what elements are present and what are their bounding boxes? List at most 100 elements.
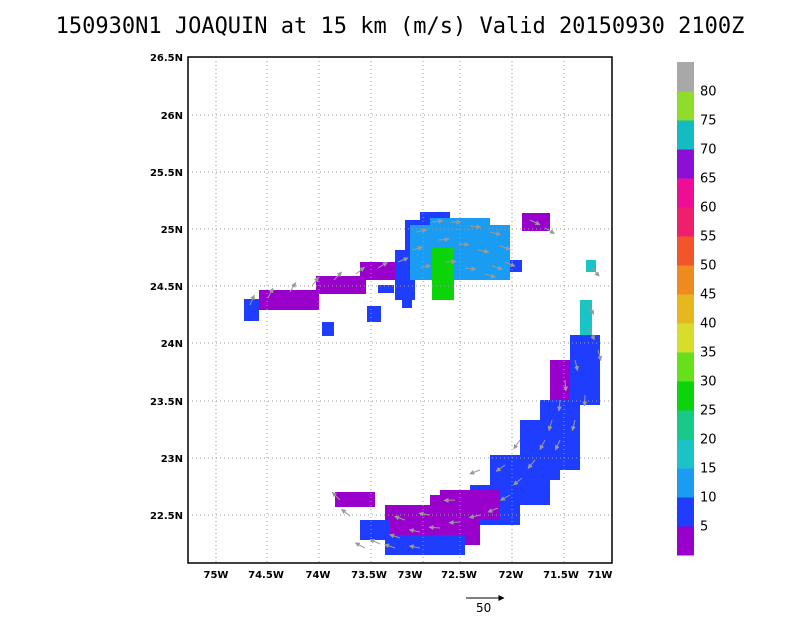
wind-vector bbox=[491, 265, 503, 271]
colorbar-label: 75 bbox=[700, 114, 717, 129]
wind-cell bbox=[367, 306, 381, 322]
colorbar-swatch bbox=[677, 294, 694, 324]
wind-vector bbox=[411, 245, 424, 251]
wind-speed-cells bbox=[244, 212, 600, 555]
wind-vector bbox=[527, 459, 536, 469]
colorbar-label: 70 bbox=[700, 143, 717, 158]
wind-cell bbox=[244, 299, 259, 321]
lon-label: 71W bbox=[588, 570, 613, 581]
wind-vector bbox=[499, 245, 511, 251]
colorbar-swatch bbox=[677, 149, 694, 179]
colorbar-labels: 5 10 15 20 25 30 35 40 45 50 55 60 65 70 75 80 bbox=[700, 85, 717, 535]
wind-vector bbox=[589, 329, 595, 341]
lat-label: 25.5N bbox=[150, 168, 183, 179]
lon-label: 72W bbox=[499, 570, 524, 581]
colorbar-swatch bbox=[677, 352, 694, 382]
wind-vector bbox=[331, 491, 341, 501]
wind-vector bbox=[513, 477, 523, 486]
wind-cell bbox=[378, 285, 394, 293]
colorbar-label: 40 bbox=[700, 317, 717, 332]
wind-vector bbox=[469, 469, 481, 475]
colorbar-label: 15 bbox=[700, 462, 717, 477]
colorbar-swatch bbox=[677, 265, 694, 295]
wind-vector bbox=[469, 224, 482, 230]
wind-vector bbox=[377, 261, 388, 269]
wind-vector bbox=[408, 544, 421, 550]
colorbar-label: 20 bbox=[700, 433, 717, 448]
wind-vector bbox=[468, 514, 481, 519]
wind-vector bbox=[464, 266, 477, 272]
wind-vector bbox=[563, 379, 569, 392]
colorbar-swatch bbox=[677, 468, 694, 498]
lat-label: 25N bbox=[161, 225, 183, 236]
wind-vector bbox=[487, 507, 499, 513]
colorbar-label: 10 bbox=[700, 491, 717, 506]
plot-frame bbox=[187, 56, 613, 564]
map-title: 150930N1 JOAQUIN at 15 km (m/s) Valid 20… bbox=[55, 14, 745, 39]
wind-vector bbox=[397, 257, 409, 263]
lat-lon-grid bbox=[188, 57, 612, 563]
colorbar-swatch bbox=[677, 91, 694, 121]
lon-label: 75W bbox=[204, 570, 229, 581]
colorbar-swatch bbox=[677, 62, 694, 92]
colorbar-label: 60 bbox=[700, 201, 717, 216]
colorbar-label: 25 bbox=[700, 404, 717, 419]
lon-label: 72.5W bbox=[441, 570, 477, 581]
lat-label: 26N bbox=[161, 111, 183, 122]
wind-vector bbox=[249, 294, 255, 306]
colorbar-swatch bbox=[677, 323, 694, 353]
colorbar-swatch bbox=[677, 120, 694, 150]
wind-vector bbox=[495, 464, 506, 472]
wind-vector bbox=[443, 497, 456, 503]
lon-label: 74W bbox=[306, 570, 331, 581]
wind-vector bbox=[547, 419, 553, 432]
wind-vector bbox=[369, 538, 381, 545]
lon-label: 71.5W bbox=[543, 570, 579, 581]
colorbar-label: 45 bbox=[700, 288, 717, 303]
reference-vector-label: 50 bbox=[476, 601, 491, 615]
colorbar-swatch bbox=[677, 410, 694, 440]
lat-label: 24N bbox=[161, 339, 183, 350]
colorbar-swatch bbox=[677, 178, 694, 208]
lat-label: 24.5N bbox=[150, 282, 183, 293]
wind-vector bbox=[457, 241, 470, 247]
wind-vector bbox=[477, 248, 490, 254]
lat-label: 23N bbox=[161, 454, 183, 465]
wind-vector bbox=[354, 542, 366, 549]
wind-vector bbox=[597, 349, 603, 362]
colorbar-swatch bbox=[677, 497, 694, 527]
colorbar-label: 30 bbox=[700, 375, 717, 390]
wind-cell bbox=[360, 520, 390, 540]
wind-vector bbox=[311, 276, 320, 287]
wind-vector bbox=[554, 439, 561, 451]
colorbar-swatch bbox=[677, 439, 694, 469]
wind-cell bbox=[432, 248, 454, 300]
wind-vector bbox=[437, 236, 450, 242]
wind-vector bbox=[544, 227, 555, 235]
colorbar-swatch bbox=[677, 381, 694, 411]
lat-label: 23.5N bbox=[150, 397, 183, 408]
colorbar bbox=[677, 62, 694, 556]
colorbar-label: 5 bbox=[700, 520, 708, 535]
wind-vector bbox=[355, 266, 365, 275]
colorbar-swatch bbox=[677, 526, 694, 556]
wind-vector bbox=[556, 399, 562, 412]
wind-vector bbox=[408, 528, 421, 534]
colorbar-label: 65 bbox=[700, 172, 717, 187]
wind-vector bbox=[529, 219, 541, 226]
lat-label: 26.5N bbox=[150, 53, 183, 64]
wind-cell bbox=[335, 492, 375, 507]
wind-vector bbox=[591, 267, 600, 277]
colorbar-swatch bbox=[677, 207, 694, 237]
wind-vector bbox=[415, 228, 428, 234]
lon-label: 73.5W bbox=[351, 570, 387, 581]
wind-vector bbox=[419, 264, 432, 269]
wind-cell bbox=[570, 335, 600, 405]
colorbar-label: 55 bbox=[700, 230, 717, 245]
wind-vector bbox=[428, 525, 441, 531]
colorbar-label: 35 bbox=[700, 346, 717, 361]
wind-cell bbox=[430, 218, 490, 230]
wind-vector bbox=[431, 218, 444, 224]
wind-cell bbox=[586, 260, 596, 272]
